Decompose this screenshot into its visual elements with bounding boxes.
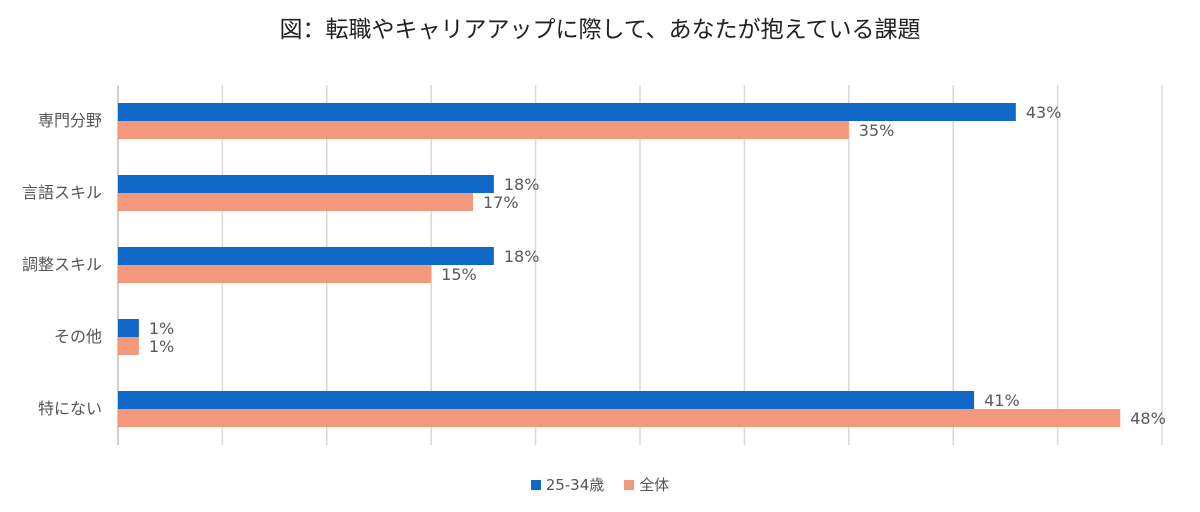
data-label: 43% bbox=[1026, 103, 1062, 122]
category-label: 調整スキル bbox=[22, 255, 102, 274]
bar-series-0 bbox=[118, 247, 494, 265]
bar-series-1 bbox=[118, 121, 849, 139]
legend-swatch bbox=[530, 479, 541, 490]
data-label: 48% bbox=[1130, 409, 1166, 428]
data-label: 41% bbox=[984, 391, 1020, 410]
data-label: 1% bbox=[149, 337, 174, 356]
bar-series-0 bbox=[118, 103, 1016, 121]
legend-item-series-1: 全体 bbox=[624, 474, 669, 495]
legend-item-series-0: 25-34歳 bbox=[530, 474, 605, 495]
data-label: 17% bbox=[483, 193, 519, 212]
bar-series-1 bbox=[118, 409, 1121, 427]
data-label: 18% bbox=[504, 247, 540, 266]
bar-series-1 bbox=[118, 193, 473, 211]
data-label: 18% bbox=[504, 175, 540, 194]
bar-series-1 bbox=[118, 337, 139, 355]
chart-title: 図：転職やキャリアアップに際して、あなたが抱えている課題 bbox=[279, 17, 921, 43]
data-label: 15% bbox=[441, 265, 477, 284]
category-label: 言語スキル bbox=[22, 183, 102, 202]
bar-series-0 bbox=[118, 391, 975, 409]
legend: 25-34歳 全体 bbox=[0, 474, 1200, 495]
category-label: その他 bbox=[54, 327, 102, 346]
bar-series-0 bbox=[118, 175, 494, 193]
data-label: 35% bbox=[859, 121, 895, 140]
bar-series-1 bbox=[118, 265, 432, 283]
legend-label: 全体 bbox=[639, 476, 670, 494]
bar-series-0 bbox=[118, 319, 139, 337]
data-labels: 43%35%18%17%18%15%1%1%41%48% bbox=[149, 103, 1166, 428]
category-label: 特にない bbox=[38, 399, 102, 418]
data-label: 1% bbox=[149, 319, 174, 338]
bars bbox=[118, 103, 1121, 427]
legend-swatch bbox=[624, 479, 635, 490]
legend-label: 25-34歳 bbox=[545, 476, 605, 494]
category-label: 専門分野 bbox=[38, 111, 102, 130]
